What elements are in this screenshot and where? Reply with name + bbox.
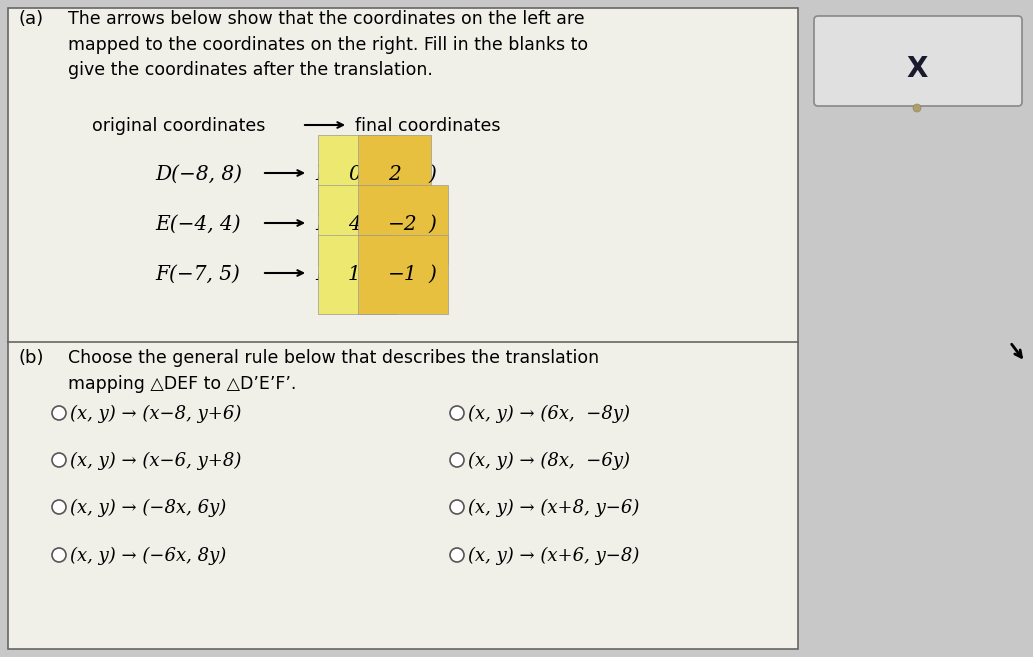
Text: −2: −2 <box>388 215 417 234</box>
Text: F’(: F’( <box>315 265 343 284</box>
Text: ): ) <box>428 265 436 284</box>
Text: original coordinates: original coordinates <box>92 117 265 135</box>
Text: E(−4, 4): E(−4, 4) <box>155 215 241 234</box>
Text: Choose the general rule below that describes the translation
mapping △DEF to △D’: Choose the general rule below that descr… <box>68 349 599 393</box>
Circle shape <box>450 548 464 562</box>
Text: D(−8, 8): D(−8, 8) <box>155 165 242 184</box>
Text: 1,: 1, <box>348 265 367 284</box>
Text: (x, y) → (x+6, y−8): (x, y) → (x+6, y−8) <box>468 547 639 565</box>
FancyBboxPatch shape <box>8 8 799 649</box>
Text: 0,: 0, <box>348 165 367 184</box>
Text: The arrows below show that the coordinates on the left are
mapped to the coordin: The arrows below show that the coordinat… <box>68 10 588 79</box>
Text: −1: −1 <box>388 265 417 284</box>
Circle shape <box>52 453 66 467</box>
Text: (x, y) → (6x,  −8y): (x, y) → (6x, −8y) <box>468 405 630 423</box>
Text: (x, y) → (−8x, 6y): (x, y) → (−8x, 6y) <box>70 499 226 517</box>
FancyBboxPatch shape <box>814 16 1022 106</box>
Text: D’(: D’( <box>315 165 345 184</box>
Circle shape <box>450 453 464 467</box>
Text: F(−7, 5): F(−7, 5) <box>155 265 240 284</box>
Circle shape <box>450 500 464 514</box>
Text: ): ) <box>428 165 436 184</box>
Circle shape <box>52 548 66 562</box>
Text: ): ) <box>428 215 436 234</box>
Circle shape <box>52 406 66 420</box>
Text: (x, y) → (x+8, y−6): (x, y) → (x+8, y−6) <box>468 499 639 517</box>
Text: (b): (b) <box>18 349 43 367</box>
Circle shape <box>913 104 921 112</box>
Text: X: X <box>906 55 928 83</box>
Text: E’(: E’( <box>315 215 344 234</box>
Text: 4,: 4, <box>348 215 367 234</box>
Text: (a): (a) <box>18 10 43 28</box>
Text: (x, y) → (8x,  −6y): (x, y) → (8x, −6y) <box>468 452 630 470</box>
Circle shape <box>450 406 464 420</box>
Text: (x, y) → (x−6, y+8): (x, y) → (x−6, y+8) <box>70 452 242 470</box>
Text: final coordinates: final coordinates <box>355 117 501 135</box>
Text: 2: 2 <box>388 165 401 184</box>
Circle shape <box>52 500 66 514</box>
Text: (x, y) → (−6x, 8y): (x, y) → (−6x, 8y) <box>70 547 226 565</box>
Text: (x, y) → (x−8, y+6): (x, y) → (x−8, y+6) <box>70 405 242 423</box>
